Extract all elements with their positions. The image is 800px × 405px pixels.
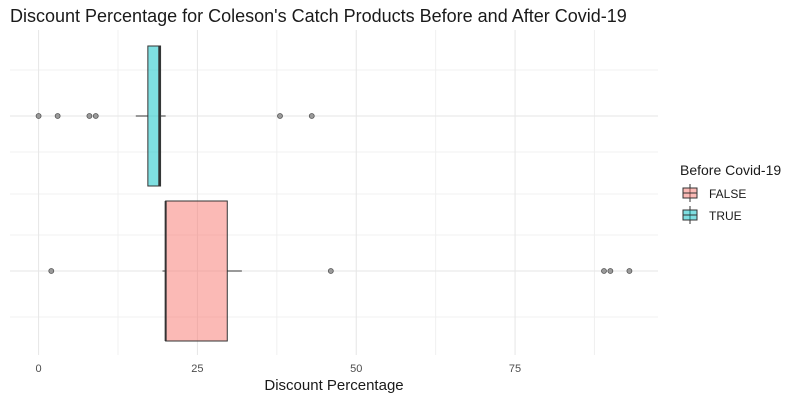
legend-label: FALSE xyxy=(709,187,746,201)
outlier-point xyxy=(92,113,99,119)
outlier-point xyxy=(327,268,334,274)
outlier-point xyxy=(48,268,55,274)
boxes xyxy=(35,45,633,342)
x-axis: 0 25 50 75 xyxy=(36,363,522,375)
outlier-point xyxy=(277,113,283,119)
box-iqr xyxy=(147,45,162,187)
x-tick-label: 0 xyxy=(36,363,42,375)
legend: Before Covid-19 FALSE TRUE xyxy=(680,162,781,224)
legend-title: Before Covid-19 xyxy=(680,162,781,178)
x-tick-label: 75 xyxy=(509,363,521,375)
grid xyxy=(10,30,658,355)
legend-label: TRUE xyxy=(709,209,742,223)
outlier-point xyxy=(308,113,315,119)
box-iqr xyxy=(165,200,228,342)
legend-item-false: FALSE xyxy=(682,184,746,202)
x-axis-label: Discount Percentage xyxy=(264,377,403,394)
outlier-point xyxy=(601,268,607,274)
box-true xyxy=(35,45,315,187)
outlier-point xyxy=(626,268,633,274)
outlier-point xyxy=(54,113,61,119)
legend-item-true: TRUE xyxy=(682,206,742,224)
chart-title: Discount Percentage for Coleson's Catch … xyxy=(10,6,627,26)
box-false xyxy=(48,200,633,342)
outlier-point xyxy=(35,113,42,119)
x-tick-label: 25 xyxy=(191,363,203,375)
outlier-point xyxy=(86,113,93,119)
x-tick-label: 50 xyxy=(350,363,362,375)
outlier-point xyxy=(607,268,614,274)
